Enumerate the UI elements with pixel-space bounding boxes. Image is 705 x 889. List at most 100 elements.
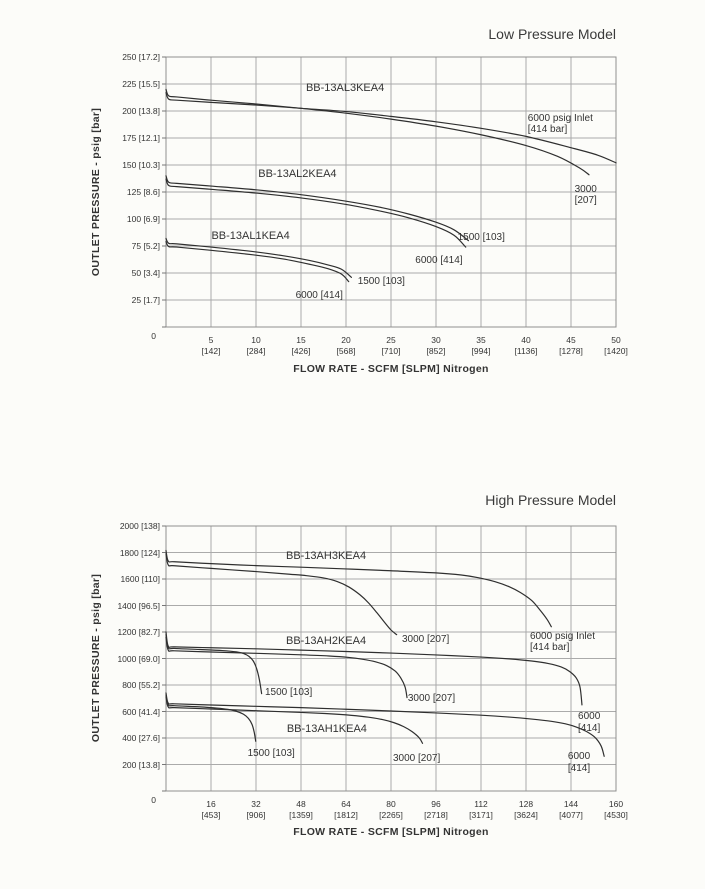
origin-label: 0: [151, 331, 156, 341]
origin-label: 0: [151, 795, 156, 805]
model-label-bb-13al1kea4: BB-13AL1KEA4: [211, 231, 289, 243]
y-tick-label: 150 [10.3]: [122, 160, 160, 170]
model-label-bb-13ah1kea4: BB-13AH1KEA4: [286, 722, 367, 736]
annotation-line: 1500 [103]: [265, 686, 313, 698]
x-tick-slpm: [4077]: [559, 810, 583, 820]
annotation-line: [414]: [567, 762, 591, 774]
x-tick-label: 45 [1278]: [536, 335, 606, 357]
y-tick-label: 1600 [110]: [120, 574, 160, 584]
curve-bb-13ah1kea4-3000: [165, 696, 424, 744]
curve-bb-13ah3kea4-3000: [165, 553, 398, 636]
annotation-line: 1500 [103]: [457, 232, 505, 244]
x-tick-label: 32 [906]: [221, 799, 291, 821]
x-tick-label: 48 [1359]: [266, 799, 336, 821]
x-tick-value: 144: [563, 799, 579, 809]
x-axis-title: FLOW RATE - SCFM [SLPM] Nitrogen: [293, 363, 489, 375]
x-tick-value: 20: [341, 335, 351, 345]
annotation-line: BB-13AH1KEA4: [286, 722, 367, 735]
inlet-label-ah1-1500: 1500 [103]: [248, 748, 295, 760]
inlet-label-6000-psig-inlet: 6000 psig Inlet [414 bar]: [528, 113, 593, 136]
x-tick-slpm: [3624]: [514, 810, 538, 820]
x-tick-slpm: [1420]: [604, 346, 628, 356]
x-tick-label: 20 [568]: [311, 335, 381, 357]
y-tick-label: 175 [12.1]: [122, 133, 160, 143]
model-label-bb-13ah3kea4: BB-13AH3KEA4: [285, 550, 367, 563]
model-label-bb-13al3kea4: BB-13AL3KEA4: [306, 83, 384, 95]
annotation-line: 3000 [207]: [401, 633, 450, 645]
curve-bb-13ah2kea4-1500: [165, 634, 263, 695]
x-tick-slpm: [852]: [426, 346, 446, 356]
inlet-label-al2-6000: 6000 [414]: [415, 255, 462, 267]
x-tick-value: 50: [611, 335, 621, 345]
x-tick-value: 80: [386, 799, 396, 809]
inlet-label-ah3-3000: 3000 [207]: [402, 634, 449, 646]
x-tick-value: 64: [341, 799, 351, 809]
annotation-line: 6000 psig Inlet: [527, 112, 593, 124]
x-tick-value: 40: [521, 335, 531, 345]
x-tick-slpm: [3171]: [469, 810, 493, 820]
inlet-label-al1-1500: 1500 [103]: [358, 276, 405, 288]
x-tick-slpm: [426]: [291, 346, 311, 356]
inlet-label-al3-3000: 3000 [207]: [575, 184, 597, 207]
annotation-line: 6000 [414]: [415, 255, 463, 267]
x-tick-value: 96: [431, 799, 441, 809]
x-tick-value: 32: [251, 799, 261, 809]
y-tick-label: 200 [13.8]: [122, 106, 160, 116]
plot-border: [165, 525, 617, 792]
x-tick-value: 112: [474, 799, 488, 809]
y-tick-label: 200 [13.8]: [122, 759, 160, 770]
x-tick-label: 25 [710]: [356, 335, 426, 357]
y-tick-label: 800 [55.2]: [122, 680, 160, 690]
x-tick-slpm: [4530]: [604, 810, 628, 820]
x-tick-value: 128: [518, 799, 534, 809]
curve-bb-13ah1kea4-1500: [165, 694, 257, 742]
curve-bb-13ah1kea4-6000: [165, 692, 605, 757]
annotation-line: BB-13AH3KEA4: [285, 550, 367, 562]
x-tick-value: 10: [251, 335, 261, 345]
y-tick-label: 1000 [69.0]: [117, 653, 160, 664]
annotation-line: 1500 [103]: [247, 747, 295, 759]
chart-title: High Pressure Model: [485, 492, 616, 508]
inlet-label-ah2-1500: 1500 [103]: [265, 687, 312, 699]
y-tick-label: 125 [8.6]: [126, 187, 160, 197]
x-tick-value: 15: [296, 335, 306, 345]
y-tick-label: 100 [6.9]: [126, 214, 160, 224]
x-tick-value: 45: [566, 335, 576, 345]
annotation-line: [414]: [578, 722, 601, 734]
annotation-line: BB-13AL3KEA4: [305, 82, 385, 95]
x-tick-slpm: [2265]: [379, 810, 403, 820]
annotation-line: 6000: [578, 711, 601, 723]
x-tick-label: 30 [852]: [401, 335, 471, 357]
x-tick-label: 16 [453]: [176, 799, 246, 821]
annotation-line: 3000: [574, 183, 597, 195]
inlet-label-ah2-3000: 3000 [207]: [408, 693, 455, 705]
chart-title: Low Pressure Model: [488, 26, 616, 42]
model-label-bb-13al2kea4: BB-13AL2KEA4: [258, 167, 337, 181]
x-tick-slpm: [284]: [246, 346, 266, 356]
x-tick-slpm: [142]: [201, 346, 221, 356]
x-tick-slpm: [1812]: [334, 810, 358, 820]
y-tick-label: 75 [5.2]: [131, 241, 160, 251]
x-tick-slpm: [710]: [381, 346, 401, 356]
y-tick-label: 25 [1.7]: [131, 295, 160, 305]
y-tick-label: 2000 [138]: [119, 521, 160, 531]
y-tick-label: 600 [41.4]: [122, 706, 160, 717]
y-axis-ticks: [162, 525, 166, 792]
annotation-line: 6000 psig Inlet: [529, 630, 595, 642]
annotation-line: BB-13AL2KEA4: [258, 167, 337, 180]
x-tick-label: 160 [4530]: [581, 799, 651, 821]
inlet-label-6000-psig-inlet: 6000 psig Inlet [414 bar]: [530, 631, 595, 654]
x-tick-value: 48: [296, 799, 306, 809]
x-tick-slpm: [906]: [246, 810, 266, 820]
x-tick-slpm: [1359]: [289, 810, 313, 820]
inlet-label-ah1-3000: 3000 [207]: [393, 753, 440, 765]
curve-bb-13ah2kea4-6000: [165, 631, 583, 706]
x-tick-label: 96 [2718]: [401, 799, 471, 821]
annotation-line: 6000 [414]: [295, 289, 343, 301]
x-tick-label: 5 [142]: [176, 335, 246, 357]
annotation-line: [207]: [574, 195, 597, 207]
model-label-bb-13ah2kea4: BB-13AH2KEA4: [286, 635, 366, 648]
x-axis-title: FLOW RATE - SCFM [SLPM] Nitrogen: [293, 826, 489, 838]
